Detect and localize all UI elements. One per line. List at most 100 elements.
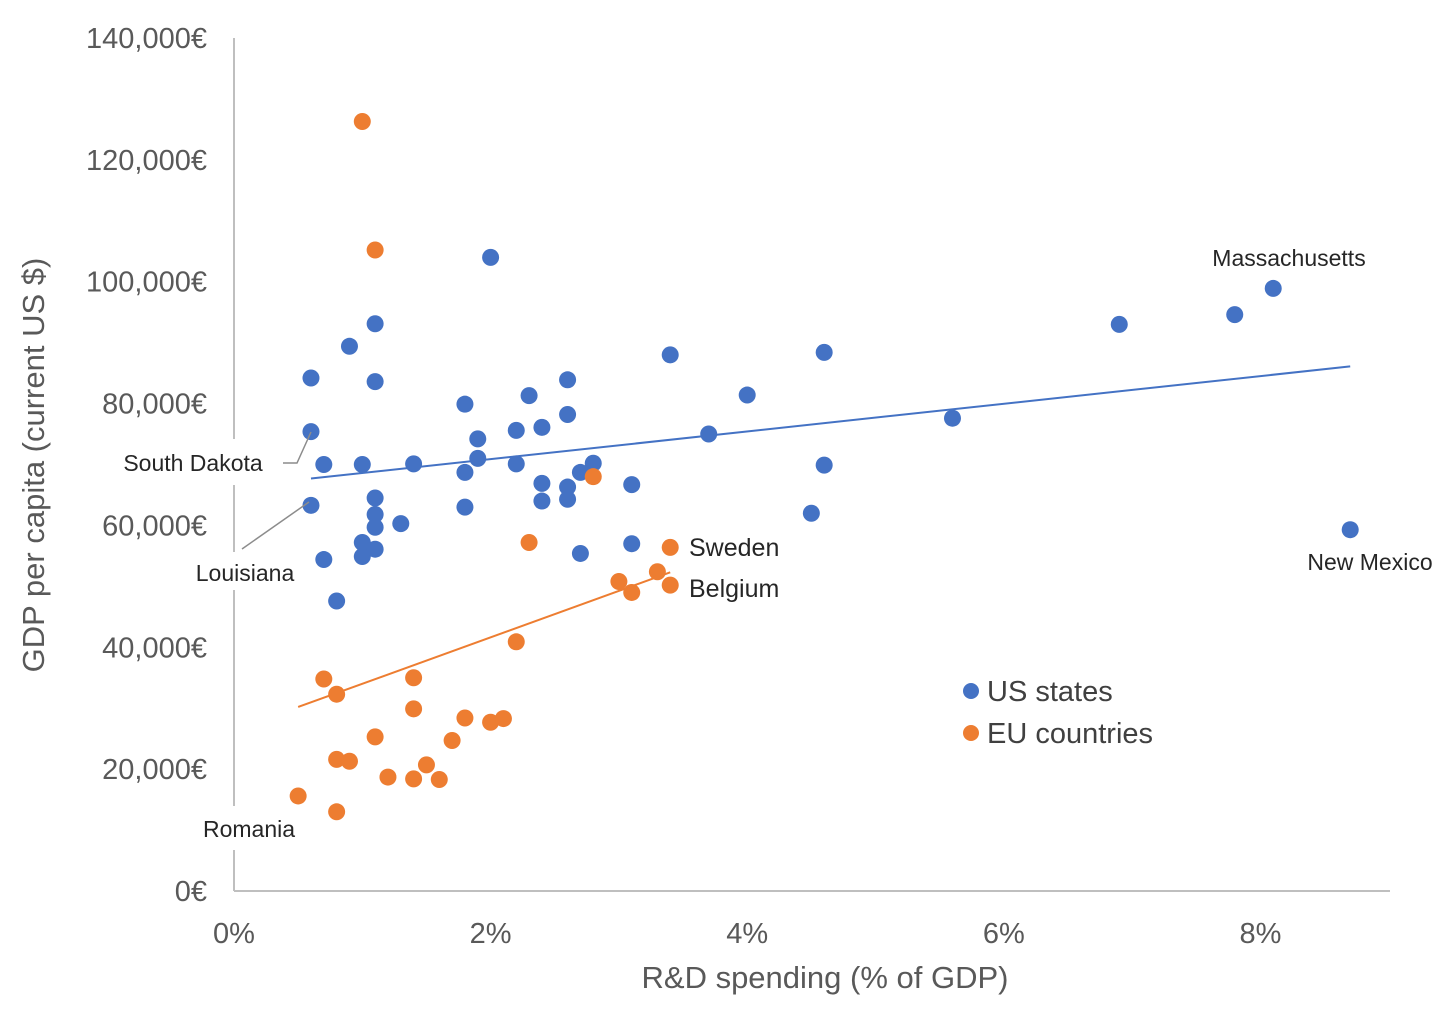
annotation-belgium: Belgium [689,575,779,603]
data-point-us-states [366,489,384,507]
data-point-us-states [507,455,525,473]
data-point-us-states [623,476,641,494]
y-tick-label: 20,000€ [102,754,207,786]
south-dakota-leader-line [283,431,312,464]
x-tick-labels: 0% 2% 4% 6% 8% [213,918,1281,950]
data-point-us-states [328,592,346,610]
data-point-us-states [1341,521,1359,539]
data-point-eu-countries [366,728,384,746]
y-tick-label: 120,000€ [86,145,207,177]
axes [232,38,1390,892]
data-point-us-states [533,492,551,510]
legend-label-us-states: US states [987,676,1113,708]
axis-label-gap [232,552,236,590]
data-point-eu-countries [289,787,307,805]
data-point-eu-countries [610,572,628,590]
data-point-us-states [456,395,474,413]
legend-marker-us-states [963,683,979,699]
x-tick-label: 6% [983,918,1025,950]
data-point-us-states [661,346,679,364]
data-point-eu-countries [443,732,461,750]
data-point-us-states [315,551,333,569]
data-point-eu-countries [328,685,346,703]
legend: US states EU countries [963,676,1153,750]
data-point-us-states [507,421,525,439]
data-point-us-states [392,515,410,533]
data-point-us-states [623,535,641,553]
data-point-us-states [340,337,358,355]
data-point-eu-countries [661,576,679,594]
x-tick-label: 0% [213,918,255,950]
data-point-us-states [815,343,833,361]
data-points [289,112,1359,821]
data-point-us-states [571,544,589,562]
data-point-eu-countries [430,771,448,789]
annotation-louisiana: Louisiana [196,560,295,586]
data-point-us-states [802,504,820,522]
data-point-us-states [366,373,384,391]
data-point-eu-countries [315,670,333,688]
data-point-us-states [559,371,577,389]
legend-label-eu-countries: EU countries [987,718,1153,750]
annotations: Massachusetts New Mexico South Dakota Lo… [123,245,1432,842]
data-point-us-states [584,454,602,472]
legend-marker-eu-countries [963,725,979,741]
trendlines [297,365,1351,708]
data-point-eu-countries [494,710,512,728]
data-point-us-states [366,315,384,333]
x-tick-label: 4% [726,918,768,950]
data-point-us-states [815,456,833,474]
data-point-us-states [482,248,500,266]
data-point-eu-countries [661,538,679,556]
x-axis-title: R&D spending (% of GDP) [642,960,1009,995]
data-point-eu-countries [417,756,435,774]
data-point-us-states [315,456,333,473]
y-tick-label: 0€ [175,876,207,908]
x-tick-label: 2% [470,918,512,950]
data-point-us-states [520,387,538,405]
data-point-us-states [1264,279,1282,297]
data-point-eu-countries [405,669,423,687]
louisiana-leader-line [241,501,310,550]
data-point-us-states [366,518,384,536]
x-tick-label: 8% [1239,918,1281,950]
data-point-eu-countries [507,633,525,651]
data-point-us-states [353,456,371,473]
data-point-us-states [469,430,487,448]
annotation-south-dakota: South Dakota [123,450,263,476]
trendline-eu-countries [297,571,671,708]
data-point-eu-countries [328,750,346,768]
data-point-us-states [353,533,371,551]
data-point-us-states [456,498,474,516]
data-point-eu-countries [379,768,397,786]
data-point-eu-countries [340,752,358,770]
y-tick-label: 140,000€ [86,23,207,55]
data-point-us-states [353,548,371,566]
annotation-sweden: Sweden [689,534,779,562]
data-point-eu-countries [482,713,500,731]
y-tick-label: 40,000€ [102,632,207,664]
data-point-us-states [1110,315,1128,333]
data-point-us-states [366,540,384,558]
annotation-massachusetts: Massachusetts [1212,245,1365,271]
data-point-us-states [302,423,320,441]
data-point-us-states [366,505,384,523]
data-point-eu-countries [456,709,474,727]
annotation-leader-lines [241,431,312,550]
data-point-us-states [943,409,961,427]
data-point-us-states [738,386,756,404]
y-tick-labels: 0€ 20,000€ 40,000€ 60,000€ 80,000€ 100,000€ 12… [86,23,207,908]
data-point-us-states [559,478,577,496]
data-point-us-states [302,369,320,387]
data-point-us-states [559,490,577,508]
data-point-us-states [1226,306,1244,324]
data-point-us-states [533,418,551,436]
data-point-us-states [302,496,320,514]
y-axis-title: GDP per capita (current US $) [16,258,51,673]
data-point-eu-countries [623,583,641,601]
data-point-eu-countries [405,770,423,788]
data-point-eu-countries [584,468,602,486]
y-tick-label: 100,000€ [86,267,207,299]
data-point-us-states [700,425,718,443]
